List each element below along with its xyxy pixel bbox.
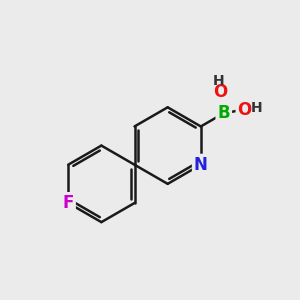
Text: O: O xyxy=(238,100,252,118)
Text: B: B xyxy=(218,104,230,122)
Text: H: H xyxy=(213,74,224,88)
Text: N: N xyxy=(194,156,208,174)
Text: O: O xyxy=(213,83,227,101)
Text: H: H xyxy=(251,101,263,115)
Text: F: F xyxy=(62,194,74,212)
